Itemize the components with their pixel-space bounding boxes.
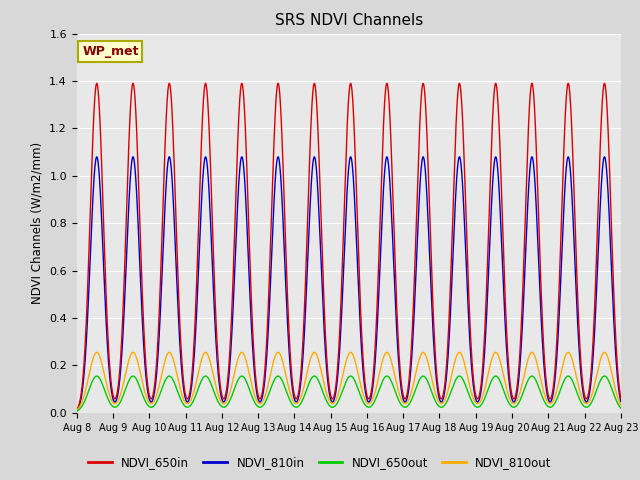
Text: WP_met: WP_met	[82, 45, 139, 58]
Y-axis label: NDVI Channels (W/m2/mm): NDVI Channels (W/m2/mm)	[31, 142, 44, 304]
Legend: NDVI_650in, NDVI_810in, NDVI_650out, NDVI_810out: NDVI_650in, NDVI_810in, NDVI_650out, NDV…	[83, 452, 557, 474]
Title: SRS NDVI Channels: SRS NDVI Channels	[275, 13, 423, 28]
